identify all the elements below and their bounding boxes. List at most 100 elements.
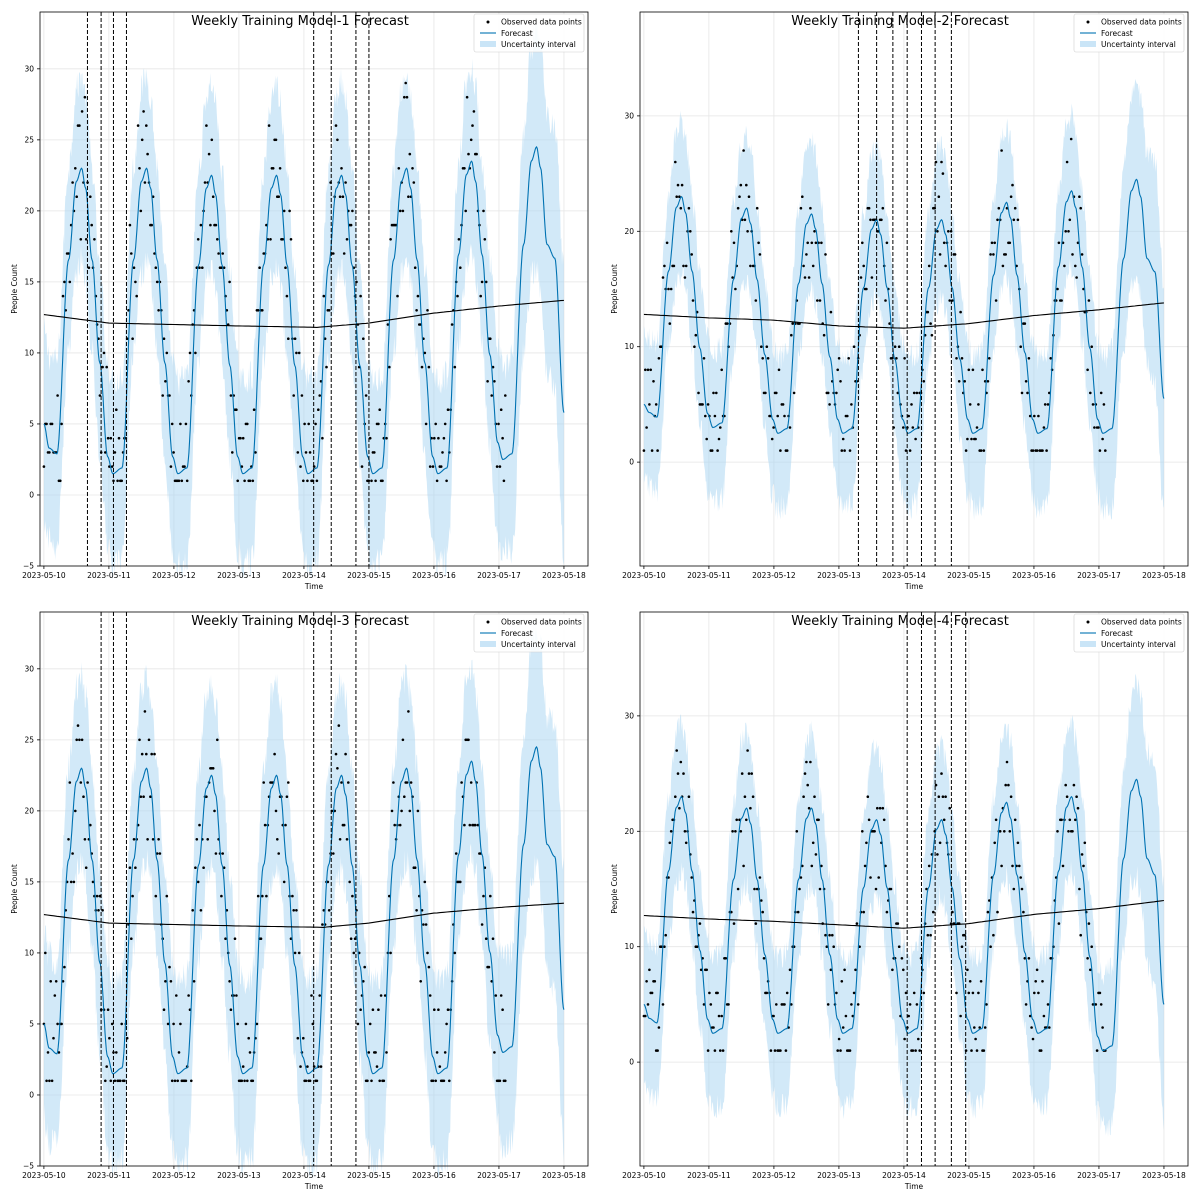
observed-point xyxy=(1000,864,1003,868)
observed-point xyxy=(975,426,979,429)
observed-point xyxy=(184,422,188,426)
observed-point xyxy=(194,351,197,355)
observed-point xyxy=(56,1022,59,1026)
observed-point xyxy=(413,266,417,270)
observed-point xyxy=(139,795,143,798)
observed-point xyxy=(876,806,879,810)
observed-point xyxy=(678,806,681,810)
observed-point xyxy=(241,436,245,440)
observed-point xyxy=(1068,818,1072,822)
observed-point xyxy=(690,253,693,256)
observed-point xyxy=(769,1049,773,1052)
observed-point xyxy=(211,767,215,770)
observed-point xyxy=(971,991,975,995)
observed-point xyxy=(1090,345,1093,349)
legend-box xyxy=(1073,613,1185,653)
observed-point xyxy=(809,206,812,210)
observed-point xyxy=(1098,991,1102,995)
observed-point xyxy=(775,391,778,395)
observed-point xyxy=(398,209,402,213)
observed-point xyxy=(960,357,964,360)
observed-point xyxy=(882,818,886,822)
observed-point xyxy=(884,299,887,302)
observed-point xyxy=(963,380,966,383)
observed-point xyxy=(706,1049,710,1052)
observed-point xyxy=(717,1014,721,1018)
observed-point xyxy=(715,391,718,395)
plot-frame xyxy=(639,11,1189,567)
observed-point xyxy=(419,980,423,983)
observed-point xyxy=(195,838,199,841)
observed-point xyxy=(915,1003,919,1006)
forecast-line xyxy=(643,778,1165,1052)
chart-panel-model-3: 2023-05-10 2023-05-11 2023-05-12 2023-05-13… xyxy=(0,600,600,1200)
observed-point xyxy=(56,394,59,397)
observed-point xyxy=(877,876,880,879)
observed-point xyxy=(993,841,996,845)
observed-point xyxy=(844,1014,848,1018)
observed-point xyxy=(378,408,382,412)
observed-point xyxy=(940,772,943,775)
observed-point xyxy=(400,809,403,813)
observed-point xyxy=(63,280,66,284)
observed-point xyxy=(82,795,85,798)
observed-point xyxy=(1012,218,1016,222)
legend-entry-label: Uncertainty interval xyxy=(501,40,576,49)
observed-point xyxy=(974,437,977,441)
observed-point xyxy=(764,391,767,395)
observed-point xyxy=(198,823,201,827)
observed-point xyxy=(437,1008,440,1011)
y-tick-label: 25 xyxy=(24,135,34,144)
observed-point xyxy=(818,887,822,891)
observed-point xyxy=(806,783,809,787)
observed-point xyxy=(265,894,268,898)
observed-point xyxy=(74,809,77,813)
x-axis-label: Time xyxy=(904,1182,924,1191)
observed-point xyxy=(1046,403,1050,406)
observed-point xyxy=(1087,299,1091,302)
observed-point xyxy=(136,124,140,127)
x-tick-label: 2023-05-17 xyxy=(1077,1171,1121,1180)
observed-point xyxy=(680,183,684,187)
observed-point xyxy=(109,436,113,440)
observed-point xyxy=(807,806,811,810)
observed-point xyxy=(388,365,391,369)
observed-point xyxy=(46,1051,50,1054)
observed-point xyxy=(297,351,301,355)
observed-point xyxy=(93,238,96,241)
observed-point xyxy=(60,422,63,426)
observed-point xyxy=(1005,760,1009,764)
observed-point xyxy=(344,181,347,184)
observed-point xyxy=(427,965,431,969)
observed-point xyxy=(657,1026,661,1029)
observed-point xyxy=(151,838,155,841)
observed-point xyxy=(1067,830,1070,833)
observed-data-points xyxy=(642,137,1107,452)
observed-point xyxy=(790,1003,793,1006)
observed-point xyxy=(504,1079,507,1083)
observed-point xyxy=(342,252,346,255)
observed-point xyxy=(966,437,969,441)
observed-point xyxy=(1024,1003,1028,1006)
observed-point xyxy=(829,310,833,314)
observed-point xyxy=(996,218,999,222)
observed-point xyxy=(953,253,957,256)
observed-point xyxy=(347,781,350,784)
observed-point xyxy=(1089,391,1092,395)
x-tick-label: 2023-05-14 xyxy=(282,571,326,580)
observed-point xyxy=(914,437,917,441)
observed-point xyxy=(867,818,871,822)
observed-point xyxy=(792,391,796,395)
observed-point xyxy=(243,479,246,483)
x-tick-label: 2023-05-14 xyxy=(882,571,926,580)
observed-point xyxy=(315,479,319,483)
observed-point xyxy=(684,841,688,845)
observed-point xyxy=(1082,864,1085,868)
observed-point xyxy=(292,909,296,912)
observed-point xyxy=(743,218,747,222)
observed-point xyxy=(401,738,405,742)
observed-point xyxy=(53,994,57,997)
observed-point xyxy=(187,994,190,997)
observed-point xyxy=(788,426,792,429)
observed-point xyxy=(411,167,414,170)
